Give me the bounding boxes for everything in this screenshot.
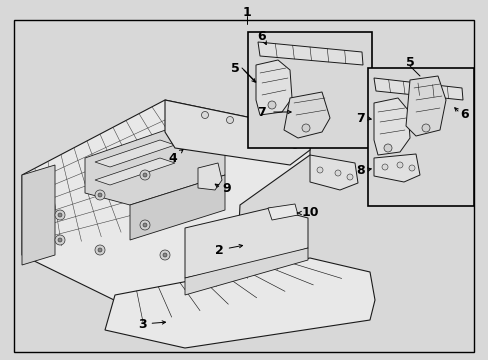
Circle shape: [291, 141, 298, 148]
Circle shape: [396, 162, 402, 168]
Circle shape: [226, 117, 233, 123]
Text: 7: 7: [356, 112, 364, 125]
Circle shape: [98, 248, 102, 252]
Circle shape: [140, 220, 150, 230]
Circle shape: [95, 190, 105, 200]
Polygon shape: [105, 258, 374, 348]
Polygon shape: [120, 118, 260, 170]
Circle shape: [58, 213, 62, 217]
Circle shape: [55, 235, 65, 245]
Text: 4: 4: [168, 149, 183, 165]
Bar: [367, 68, 473, 206]
Text: 9: 9: [222, 181, 230, 194]
Circle shape: [98, 193, 102, 197]
Text: 6: 6: [459, 108, 468, 122]
Circle shape: [55, 210, 65, 220]
Text: 8: 8: [356, 163, 364, 176]
Circle shape: [256, 122, 263, 130]
Text: 2: 2: [215, 243, 242, 256]
Circle shape: [140, 170, 150, 180]
Text: 7: 7: [257, 105, 266, 118]
Circle shape: [346, 174, 352, 180]
Polygon shape: [198, 163, 222, 190]
Polygon shape: [309, 155, 357, 190]
Polygon shape: [22, 165, 55, 265]
Polygon shape: [373, 78, 462, 100]
Polygon shape: [256, 60, 291, 115]
Circle shape: [267, 101, 275, 109]
Polygon shape: [95, 158, 175, 185]
Circle shape: [160, 250, 170, 260]
Circle shape: [142, 223, 147, 227]
Text: 5: 5: [405, 55, 413, 68]
Circle shape: [408, 165, 414, 171]
Polygon shape: [184, 248, 307, 295]
Polygon shape: [405, 76, 445, 136]
Polygon shape: [284, 92, 329, 138]
Circle shape: [381, 164, 387, 170]
Polygon shape: [22, 100, 309, 320]
Circle shape: [334, 170, 340, 176]
Polygon shape: [373, 154, 419, 182]
Polygon shape: [184, 208, 307, 278]
Bar: [247, 32, 371, 148]
Circle shape: [281, 129, 288, 135]
Polygon shape: [85, 125, 224, 205]
Circle shape: [302, 124, 309, 132]
Text: 10: 10: [302, 207, 319, 220]
Polygon shape: [258, 42, 362, 65]
Circle shape: [383, 144, 391, 152]
Circle shape: [163, 253, 167, 257]
Circle shape: [142, 173, 147, 177]
Circle shape: [201, 112, 208, 118]
Text: 3: 3: [138, 318, 165, 330]
Text: 1: 1: [242, 5, 251, 18]
Circle shape: [58, 238, 62, 242]
Text: 6: 6: [257, 30, 266, 42]
Circle shape: [421, 124, 429, 132]
Circle shape: [95, 245, 105, 255]
Polygon shape: [373, 98, 409, 155]
Polygon shape: [164, 100, 309, 165]
Text: 5: 5: [231, 62, 240, 75]
Polygon shape: [95, 140, 175, 167]
Polygon shape: [130, 175, 224, 240]
Circle shape: [316, 167, 323, 173]
Polygon shape: [267, 204, 297, 220]
